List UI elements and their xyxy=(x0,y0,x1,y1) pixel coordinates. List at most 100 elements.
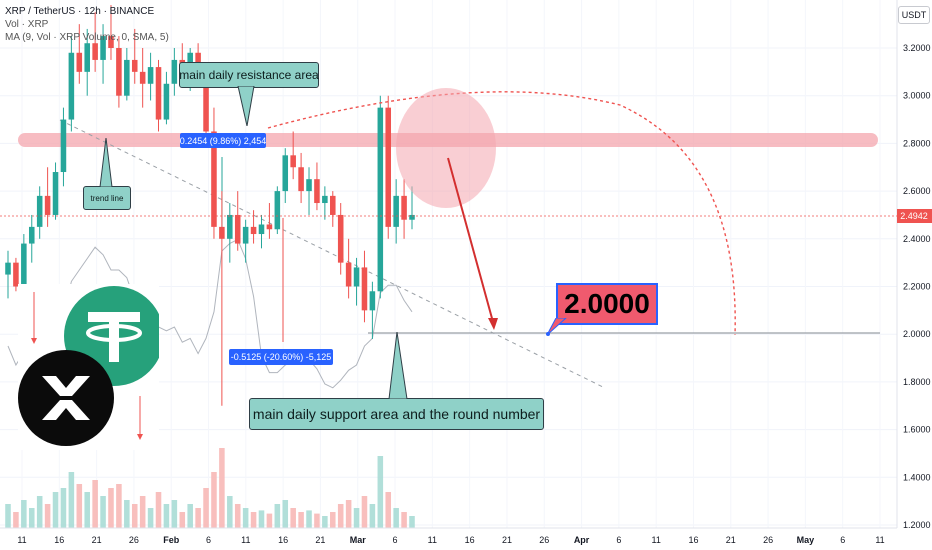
candle-body xyxy=(274,191,281,230)
volume-bar xyxy=(250,512,257,528)
candle-body xyxy=(13,262,19,287)
candle-body xyxy=(409,214,415,220)
candle-body xyxy=(290,155,296,168)
volume-bar xyxy=(274,504,281,528)
currency-badge[interactable]: USDT xyxy=(898,6,930,24)
volume-bar xyxy=(139,496,146,528)
volume-bar xyxy=(147,508,154,528)
volume-bar xyxy=(242,508,249,528)
volume-bar xyxy=(282,500,289,528)
time-tick-label: 21 xyxy=(92,535,102,545)
candle-body xyxy=(124,59,130,96)
price-axis[interactable]: 3.2000 3.0000 2.8000 2.6000 2.4000 2.2000 2.00… xyxy=(896,0,931,530)
volume-bar xyxy=(258,510,265,528)
price-tick-label: 2.4000 xyxy=(903,234,931,244)
candle-body xyxy=(139,71,146,84)
price-target-label[interactable]: 2.0000 xyxy=(556,283,658,325)
volume-bar xyxy=(163,504,170,528)
candle-body xyxy=(242,226,249,244)
time-tick-label: 11 xyxy=(241,535,250,545)
time-tick-label: 26 xyxy=(763,535,773,545)
candle-body xyxy=(298,167,304,192)
price-tick-label: 2.0000 xyxy=(903,329,931,339)
volume-bar xyxy=(298,512,304,528)
volume-legend[interactable]: Vol · XRP xyxy=(5,19,49,30)
candle-body xyxy=(306,179,312,192)
resistance-note: main daily resistance area xyxy=(179,62,319,88)
volume-bar xyxy=(290,508,296,528)
symbol-title[interactable]: XRP / TetherUS · 12h · BINANCE xyxy=(5,6,155,17)
volume-bar xyxy=(124,500,130,528)
volume-bar xyxy=(100,496,106,528)
candle-body xyxy=(322,195,328,204)
volume-bar xyxy=(108,488,114,528)
loss-measure-callout[interactable]: -0.5125 (-20.60%) -5,125 xyxy=(229,349,333,365)
price-tick-label: 1.6000 xyxy=(903,425,931,435)
time-axis[interactable]: 11 16 21 26 Feb 6 11 16 21 Mar 6 11 16 21 26 Apr 6 11 16 21… xyxy=(0,527,897,545)
volume-bar xyxy=(203,488,209,528)
volume-bar xyxy=(60,488,67,528)
time-tick-label: 6 xyxy=(840,535,845,545)
volume-bar xyxy=(211,472,217,528)
price-tick-label: 2.8000 xyxy=(903,138,931,148)
ma-legend[interactable]: MA (9, Vol · XRP Volume, 0, SMA, 5) xyxy=(5,32,169,43)
time-tick-label: 16 xyxy=(278,535,288,545)
candle-body xyxy=(108,36,114,48)
volume-bar xyxy=(377,456,384,528)
volume-bar xyxy=(84,492,90,528)
candle-body xyxy=(219,226,225,239)
candle-body xyxy=(258,224,265,235)
target-pointer xyxy=(546,318,567,336)
candle-body xyxy=(147,67,154,84)
current-price-label: 2.4942 xyxy=(900,211,928,221)
gain-measure-callout[interactable]: 0.2454 (9.86%) 2,454 xyxy=(180,133,266,148)
volume-bar xyxy=(306,510,312,528)
candle-body xyxy=(227,214,233,239)
time-tick-label: 16 xyxy=(465,535,475,545)
time-tick-label: 11 xyxy=(652,535,661,545)
candle-body xyxy=(171,59,178,84)
projection-arc xyxy=(267,91,736,336)
time-tick-label: 21 xyxy=(726,535,736,545)
time-tick-label: 6 xyxy=(616,535,621,545)
time-tick-label: 6 xyxy=(206,535,211,545)
time-tick-label: 26 xyxy=(129,535,139,545)
price-tick-label: 1.4000 xyxy=(903,472,931,482)
volume-bar xyxy=(131,504,138,528)
volume-bar xyxy=(266,513,273,528)
candle-body xyxy=(377,107,384,292)
down-arrow-head xyxy=(488,318,498,330)
volume-bar xyxy=(28,508,35,528)
candle-body xyxy=(76,52,83,72)
candle-body xyxy=(116,48,122,96)
candle-body xyxy=(163,83,170,120)
volume-ma-polyline xyxy=(7,238,413,389)
volume-bar xyxy=(21,500,27,528)
volume-bar xyxy=(227,496,233,528)
candle-body xyxy=(44,195,51,215)
time-tick-label: 26 xyxy=(539,535,549,545)
candle-body xyxy=(314,179,320,204)
rejection-zone xyxy=(396,88,496,208)
candle-body xyxy=(131,59,138,72)
volume-bars xyxy=(5,448,415,528)
candle-body xyxy=(36,195,43,227)
volume-bar xyxy=(179,512,186,528)
candle-body xyxy=(28,226,35,244)
support-note: main daily support area and the round nu… xyxy=(249,398,544,430)
time-tick-label: May xyxy=(797,535,815,545)
tether-xrp-logo xyxy=(18,286,164,446)
volume-bar xyxy=(219,448,225,528)
volume-bar xyxy=(369,504,376,528)
time-tick-label: 6 xyxy=(393,535,398,545)
volume-bar xyxy=(68,472,75,528)
time-tick-label: 11 xyxy=(875,535,884,545)
volume-bar xyxy=(393,508,399,528)
candle-body xyxy=(282,155,289,192)
candle-body xyxy=(337,214,344,263)
volume-bar xyxy=(195,508,201,528)
time-tick-label: 16 xyxy=(688,535,698,545)
candle-body xyxy=(393,195,399,227)
volume-bar xyxy=(5,504,11,528)
